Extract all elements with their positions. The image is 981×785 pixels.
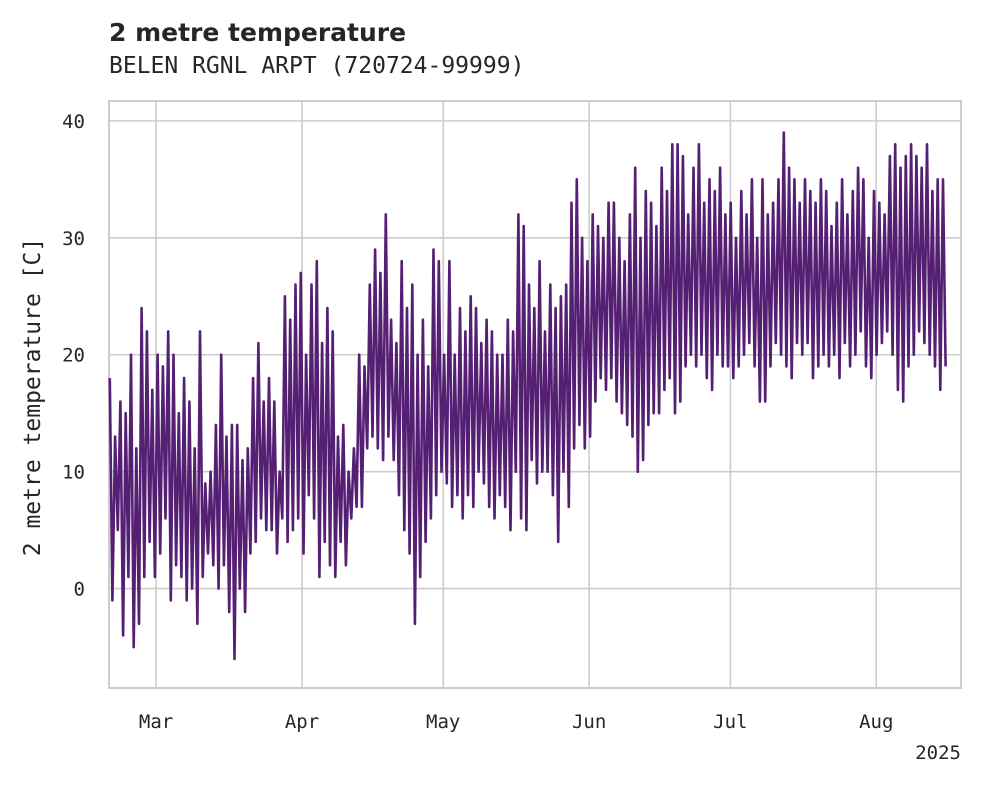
x-tick-label: Jun: [572, 711, 606, 733]
x-tick-label: Jul: [713, 711, 747, 733]
y-tick-label: 40: [62, 111, 85, 133]
y-tick-label: 20: [62, 345, 85, 367]
x-tick-label: Aug: [859, 711, 893, 733]
y-tick-label: 30: [62, 228, 85, 250]
x-tick-label: Apr: [285, 711, 319, 733]
x-tick-label: May: [426, 711, 460, 733]
chart-subtitle: BELEN RGNL ARPT (720724-99999): [109, 53, 524, 79]
x-tick-label: Mar: [139, 711, 173, 733]
x-offset-label: 2025: [915, 742, 961, 764]
tick-labels: 0 10 20 30 40 Mar Apr May Jun Jul Aug: [62, 111, 893, 733]
temperature-series-line: [108, 131, 947, 661]
chart-title: 2 metre temperature: [109, 18, 406, 47]
y-axis-label: 2 metre temperature [C]: [20, 238, 46, 557]
series-lines: [108, 131, 947, 661]
y-tick-label: 0: [74, 579, 85, 601]
y-tick-label: 10: [62, 462, 85, 484]
